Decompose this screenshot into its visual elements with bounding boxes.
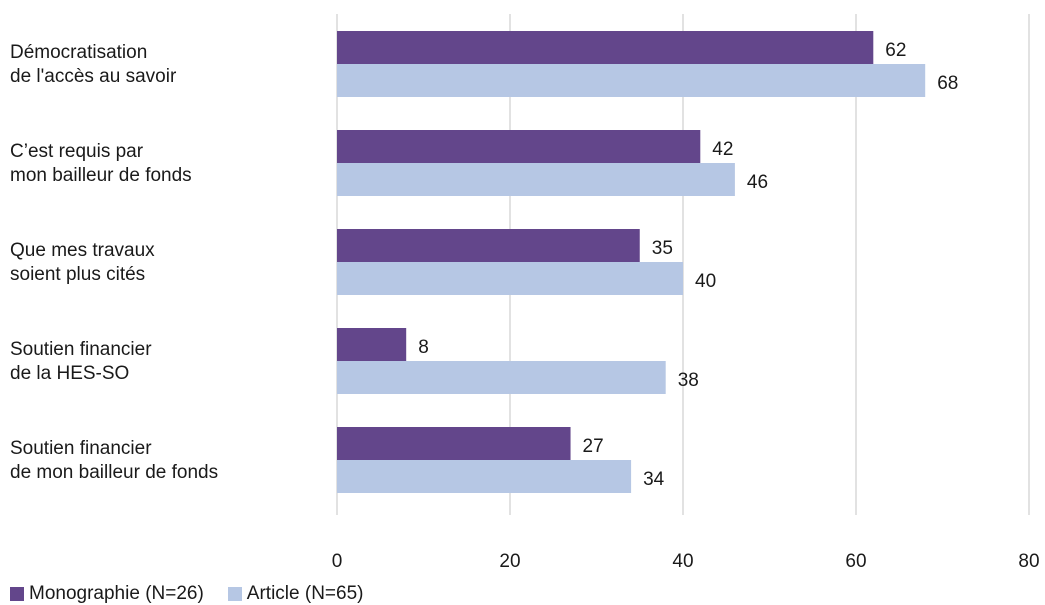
data-label: 68 bbox=[937, 73, 958, 94]
data-label: 27 bbox=[583, 436, 604, 457]
bar-monographie bbox=[337, 427, 571, 460]
bar-monographie bbox=[337, 31, 874, 64]
legend-label: Article (N=65) bbox=[246, 583, 364, 604]
legend: Monographie (N=26) Article (N=65) bbox=[10, 583, 363, 605]
bar-chart: 62 68 42 46 35 40 8 38 27 34 Démocratisation de l'… bbox=[10, 14, 1040, 572]
legend-item-monographie: Monographie (N=26) bbox=[10, 583, 204, 605]
data-label: 62 bbox=[885, 40, 906, 61]
category-labels: Démocratisation de l'accès au savoir C’est… bbox=[10, 42, 218, 483]
category-label: Soutien financier de la HES-SO bbox=[10, 339, 152, 384]
x-tick-label: 80 bbox=[1018, 551, 1039, 572]
x-axis-ticks: 0 20 40 60 80 bbox=[332, 551, 1040, 572]
category-label: Que mes travaux soient plus cités bbox=[10, 240, 155, 285]
x-tick-label: 40 bbox=[672, 551, 693, 572]
data-label: 40 bbox=[695, 271, 716, 292]
legend-swatch bbox=[227, 587, 242, 601]
bar-article bbox=[337, 361, 666, 394]
category-label: C’est requis par mon bailleur de fonds bbox=[10, 141, 192, 186]
category-label: Démocratisation de l'accès au savoir bbox=[10, 42, 177, 87]
bar-article bbox=[337, 262, 683, 295]
bar-monographie bbox=[337, 130, 701, 163]
data-label: 8 bbox=[418, 337, 429, 358]
category-label: Soutien financier de mon bailleur de fond… bbox=[10, 438, 218, 483]
legend-item-article: Article (N=65) bbox=[227, 583, 364, 605]
x-tick-label: 20 bbox=[499, 551, 520, 572]
bar-monographie bbox=[337, 328, 407, 361]
data-label: 35 bbox=[652, 238, 673, 259]
data-label: 42 bbox=[712, 139, 733, 160]
legend-swatch bbox=[10, 587, 24, 601]
legend-label: Monographie (N=26) bbox=[29, 583, 204, 604]
bar-article bbox=[337, 460, 632, 493]
bar-monographie bbox=[337, 229, 640, 262]
data-label: 46 bbox=[747, 172, 768, 193]
bar-article bbox=[337, 163, 735, 196]
x-tick-label: 0 bbox=[332, 551, 343, 572]
x-tick-label: 60 bbox=[845, 551, 866, 572]
bars: 62 68 42 46 35 40 8 38 27 34 bbox=[337, 31, 958, 493]
data-label: 38 bbox=[678, 370, 699, 391]
bar-article bbox=[337, 64, 926, 97]
data-label: 34 bbox=[643, 469, 665, 490]
